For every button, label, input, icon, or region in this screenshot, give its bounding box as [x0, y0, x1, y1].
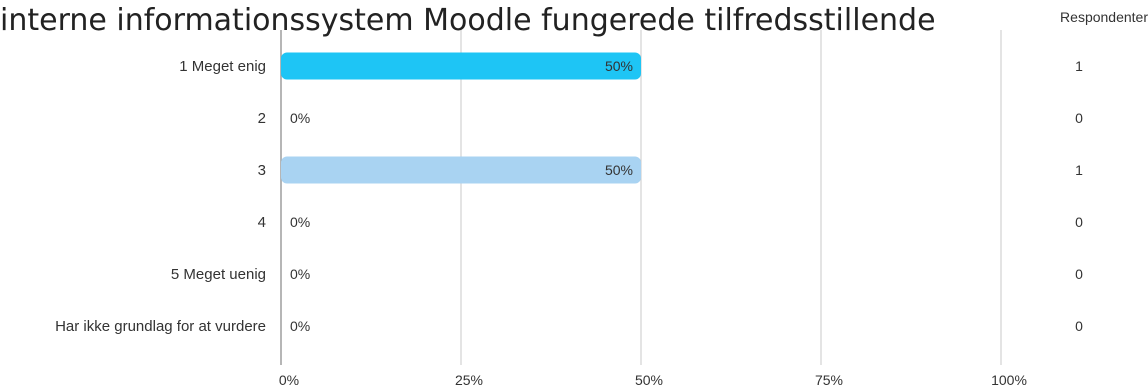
category-label: 5 Meget uenig — [171, 266, 266, 283]
category-label: Har ikke grundlag for at vurdere — [55, 318, 266, 335]
bars — [281, 52, 641, 184]
respondent-count: 0 — [1075, 110, 1083, 126]
respondent-count: 0 — [1075, 318, 1083, 334]
x-tick-label: 0% — [279, 372, 299, 388]
x-tick-label: 50% — [635, 372, 663, 388]
gridlines — [280, 30, 1002, 365]
respondent-count: 0 — [1075, 266, 1083, 282]
category-label: 1 Meget enig — [179, 58, 266, 75]
bar-value-label: 0% — [290, 318, 310, 334]
x-tick-label: 75% — [815, 372, 843, 388]
bar-value-label: 0% — [290, 110, 310, 126]
respondent-count: 1 — [1075, 58, 1083, 74]
respondent-count: 1 — [1075, 162, 1083, 178]
bar-value-label: 0% — [290, 214, 310, 230]
labels: 0% 25% 50% 75% 100%1 Meget enig 50% 12 0% 03 50% 1… — [55, 58, 1083, 388]
category-label: 3 — [258, 162, 266, 179]
chart-title: interne informationssystem Moodle funger… — [0, 3, 936, 38]
bar — [281, 52, 641, 80]
respondent-count: 0 — [1075, 214, 1083, 230]
bar-value-label: 50% — [605, 162, 633, 178]
x-tick-label: 25% — [455, 372, 483, 388]
category-label: 2 — [258, 110, 266, 127]
bar-value-label: 50% — [605, 58, 633, 74]
respondents-header: Respondenter — [1060, 9, 1148, 25]
bar-value-label: 0% — [290, 266, 310, 282]
x-tick-label: 100% — [991, 372, 1027, 388]
category-label: 4 — [258, 214, 266, 231]
bar — [281, 156, 641, 184]
